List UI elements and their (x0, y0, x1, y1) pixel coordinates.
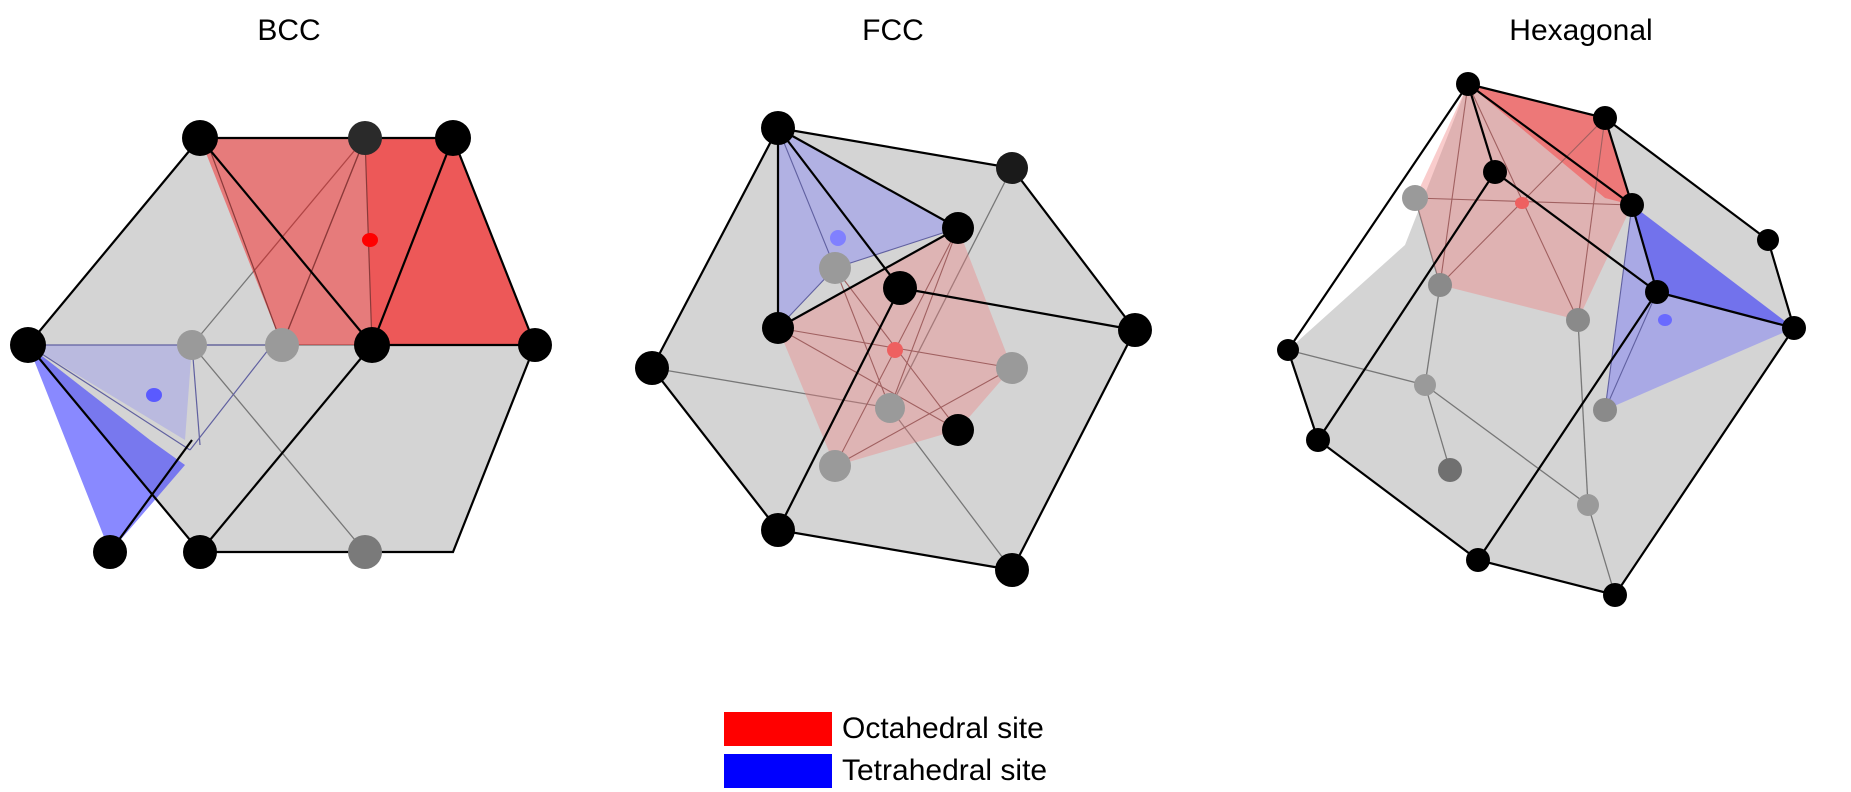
fcc-atom (761, 111, 795, 145)
hexagonal-octahedral-center (1515, 197, 1529, 209)
bcc-tetrahedral-site (28, 345, 185, 552)
fcc-atom (1118, 313, 1152, 347)
hexagonal-hidden-atom (1428, 273, 1452, 297)
hexagonal-hidden-atom (1593, 398, 1617, 422)
hexagonal-hidden-atom (1577, 494, 1599, 516)
hexagonal-atom (1593, 106, 1617, 130)
legend-item-octahedral: Octahedral site (724, 708, 1047, 750)
hexagonal-front-edges (1286, 82, 1796, 597)
hexagonal-atom (1277, 339, 1299, 361)
hexagonal-hidden-atom (1402, 185, 1428, 211)
fcc-atoms (635, 111, 1152, 587)
bcc-atom (354, 327, 390, 363)
bcc-octahedral-front (365, 138, 535, 345)
fcc-atom (996, 152, 1028, 184)
hexagonal-atom (1306, 428, 1330, 452)
fcc-hidden-atom (875, 393, 905, 423)
hexagonal-tetrahedral-edges (1604, 204, 1658, 411)
hexagonal-atom (1757, 229, 1779, 251)
fcc-octahedral-center (887, 342, 903, 358)
hexagonal-atom (1466, 548, 1490, 572)
fcc-atom (995, 553, 1029, 587)
hexagonal-atom (1620, 193, 1644, 217)
hexagonal-atom (1782, 316, 1806, 340)
bcc-unit-cell (10, 120, 552, 569)
hexagonal-tetrahedral-front (1632, 205, 1794, 328)
bcc-atom (182, 120, 218, 156)
hexagonal-unit-cell (1277, 72, 1806, 607)
fcc-atom (761, 513, 795, 547)
hexagonal-hidden-atom (1438, 458, 1462, 482)
fcc-atom (762, 312, 794, 344)
fcc-hidden-atom (819, 450, 851, 482)
hexagonal-atom (1483, 160, 1507, 184)
hexagonal-atom (1456, 72, 1480, 96)
bcc-atom (348, 121, 382, 155)
legend-label-tetrahedral: Tetrahedral site (842, 754, 1048, 787)
hexagonal-cell-body (1288, 84, 1794, 595)
hexagonal-hidden-atom (1414, 374, 1436, 396)
legend-label-octahedral: Octahedral site (842, 712, 1044, 745)
hexagonal-tetrahedral-center (1658, 314, 1672, 326)
hexagonal-back-edges (1287, 197, 1616, 596)
hexagonal-hidden-atom (1566, 308, 1590, 332)
fcc-hidden-atom (819, 252, 851, 284)
fcc-unit-cell (635, 111, 1152, 587)
bcc-atom (435, 120, 471, 156)
hexagonal-atom (1603, 583, 1627, 607)
octahedral-swatch (724, 712, 832, 746)
bcc-hidden-atom (348, 535, 382, 569)
bcc-atom (93, 535, 127, 569)
bcc-atom (10, 327, 46, 363)
legend: Octahedral site Tetrahedral site (724, 708, 1047, 792)
bcc-atom (518, 328, 552, 362)
legend-item-tetrahedral: Tetrahedral site (724, 750, 1047, 792)
tetrahedral-swatch (724, 754, 832, 788)
fcc-title: FCC (862, 14, 924, 47)
bcc-tetrahedral-edges (27, 344, 273, 451)
hexagonal-title: Hexagonal (1509, 14, 1653, 47)
fcc-tetrahedral-center (830, 230, 846, 246)
fcc-atom (942, 212, 974, 244)
fcc-atom (942, 414, 974, 446)
fcc-atom (635, 351, 669, 385)
bcc-hidden-atom (177, 330, 207, 360)
bcc-atoms (10, 120, 552, 569)
hexagonal-atoms (1277, 72, 1806, 607)
hexagonal-tetrahedral-site (1605, 205, 1794, 410)
bcc-octahedral-center (362, 233, 378, 247)
fcc-atom (883, 271, 917, 305)
bcc-tetrahedral-center (146, 388, 162, 402)
fcc-hidden-atom (996, 352, 1028, 384)
bcc-atom (183, 535, 217, 569)
hexagonal-atom (1645, 280, 1669, 304)
bcc-hidden-atom (265, 328, 299, 362)
bcc-title: BCC (257, 14, 321, 47)
